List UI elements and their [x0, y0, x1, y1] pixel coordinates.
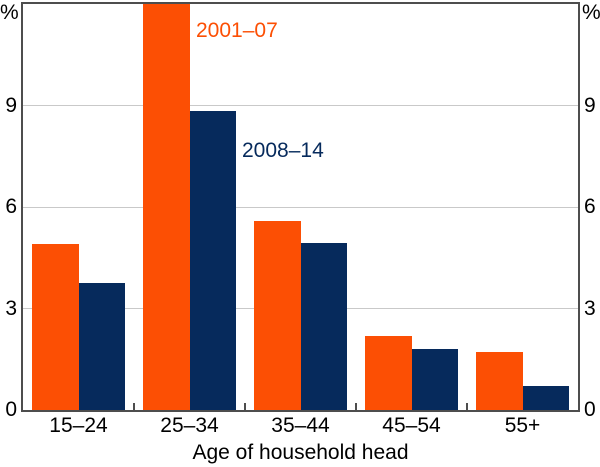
category-boundary-tick — [244, 403, 246, 410]
bar-2001–07-45–54 — [365, 335, 412, 410]
y-axis-unit-label-right: % — [582, 1, 600, 24]
gridline-9 — [23, 105, 578, 106]
legend-label-2008-14: 2008–14 — [242, 139, 324, 162]
x-tick-label-45-54: 45–54 — [382, 414, 441, 437]
bar-2008–14-15–24 — [78, 283, 125, 410]
y-tick-label-left-6: 6 — [5, 195, 17, 218]
y-axis-unit-label-left: % — [0, 1, 19, 24]
y-tick-label-left-9: 9 — [5, 93, 17, 117]
x-tick-label-55+: 55+ — [504, 414, 541, 437]
category-boundary-tick — [355, 403, 357, 410]
y-tick-label-right-3: 3 — [584, 296, 596, 320]
y-tick-label-right-6: 6 — [584, 195, 596, 218]
legend-label-2001-07: 2001–07 — [196, 19, 278, 42]
y-tick-label-right-9: 9 — [584, 93, 596, 117]
category-boundary-tick — [133, 403, 135, 410]
x-tick-label-15-24: 15–24 — [49, 414, 108, 437]
bar-2008–14-45–54 — [411, 349, 458, 410]
bar-2001–07-35–44 — [254, 220, 301, 410]
plot-area — [21, 2, 580, 412]
y-tick-label-right-0: 0 — [584, 398, 596, 421]
x-tick-label-35-44: 35–44 — [271, 414, 330, 437]
bar-2001–07-55+ — [476, 352, 523, 410]
y-tick-label-left-3: 3 — [5, 296, 17, 320]
x-tick-label-25-34: 25–34 — [160, 414, 219, 437]
x-axis-title: Age of household head — [192, 441, 409, 464]
y-tick-label-left-0: 0 — [5, 398, 17, 421]
bar-2001–07-15–24 — [32, 244, 79, 410]
gridline-6 — [23, 206, 578, 208]
bar-2008–14-35–44 — [300, 242, 347, 410]
bar-2001–07-25–34 — [143, 4, 190, 410]
bar-2008–14-25–34 — [189, 110, 236, 410]
category-boundary-tick — [466, 403, 468, 410]
bar-2008–14-55+ — [522, 386, 569, 410]
